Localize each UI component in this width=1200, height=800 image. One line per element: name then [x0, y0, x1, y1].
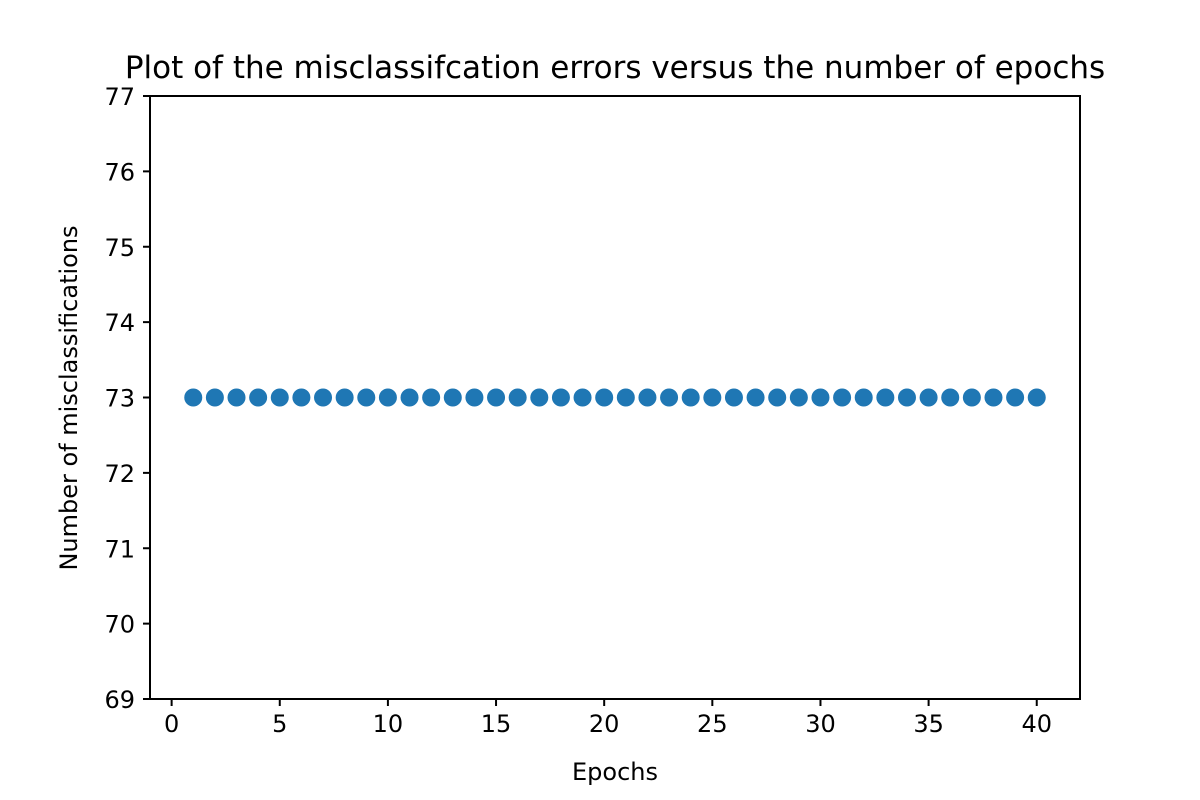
- y-tick-label: 73: [104, 385, 135, 413]
- x-tick-label: 40: [1021, 710, 1052, 738]
- x-axis: 0 5 10 15 20 25 30 35 40: [164, 699, 1052, 738]
- data-point: [984, 388, 1003, 407]
- data-point: [789, 388, 808, 407]
- data-point: [854, 388, 873, 407]
- data-point: [292, 388, 311, 407]
- y-axis-label: Number of misclassifications: [55, 225, 83, 570]
- y-tick-label: 75: [104, 234, 135, 262]
- data-point: [811, 388, 830, 407]
- data-point: [941, 388, 960, 407]
- data-point: [270, 388, 289, 407]
- data-point: [1027, 388, 1046, 407]
- data-point: [314, 388, 333, 407]
- y-tick-label: 69: [104, 686, 135, 714]
- data-point: [919, 388, 938, 407]
- data-point: [443, 388, 462, 407]
- data-point: [616, 388, 635, 407]
- y-tick-label: 72: [104, 460, 135, 488]
- data-point: [335, 388, 354, 407]
- data-point: [876, 388, 895, 407]
- data-point: [1006, 388, 1025, 407]
- data-point: [595, 388, 614, 407]
- x-tick-label: 20: [589, 710, 620, 738]
- y-tick-label: 77: [104, 83, 135, 111]
- data-point: [551, 388, 570, 407]
- x-axis-label: Epochs: [572, 758, 658, 786]
- data-point: [897, 388, 916, 407]
- data-point: [833, 388, 852, 407]
- data-point: [746, 388, 765, 407]
- data-point: [249, 388, 268, 407]
- series-points: [184, 388, 1046, 407]
- data-point: [962, 388, 981, 407]
- y-tick-label: 74: [104, 309, 135, 337]
- data-point: [724, 388, 743, 407]
- data-point: [205, 388, 224, 407]
- chart-title: Plot of the misclassifcation errors vers…: [125, 50, 1105, 86]
- data-point: [184, 388, 203, 407]
- x-tick-label: 15: [481, 710, 512, 738]
- data-point: [681, 388, 700, 407]
- x-tick-label: 10: [373, 710, 404, 738]
- data-point: [638, 388, 657, 407]
- data-point: [660, 388, 679, 407]
- data-point: [768, 388, 787, 407]
- x-tick-label: 35: [913, 710, 944, 738]
- y-axis: 69 70 71 72 73 74 75 76 77: [104, 83, 150, 714]
- data-point: [400, 388, 419, 407]
- data-point: [487, 388, 506, 407]
- data-point: [422, 388, 441, 407]
- y-tick-label: 71: [104, 535, 135, 563]
- data-point: [573, 388, 592, 407]
- data-point: [508, 388, 527, 407]
- data-point: [703, 388, 722, 407]
- y-tick-label: 76: [104, 158, 135, 186]
- x-tick-label: 30: [805, 710, 836, 738]
- x-tick-label: 0: [164, 710, 179, 738]
- plot-area: 0 5 10 15 20 25 30 35 40 69 70 71 72 73 74 75 76 77: [104, 83, 1081, 738]
- data-point: [530, 388, 549, 407]
- data-point: [357, 388, 376, 407]
- y-tick-label: 70: [104, 611, 135, 639]
- data-point: [378, 388, 397, 407]
- x-tick-label: 5: [272, 710, 287, 738]
- data-point: [227, 388, 246, 407]
- data-point: [465, 388, 484, 407]
- x-tick-label: 25: [697, 710, 728, 738]
